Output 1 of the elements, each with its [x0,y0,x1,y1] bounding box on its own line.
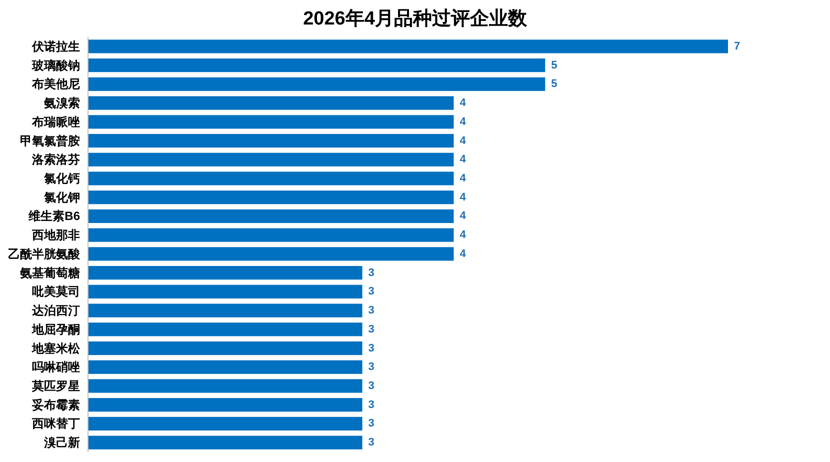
title: 2026年4月品种过评企业数 [303,8,527,30]
